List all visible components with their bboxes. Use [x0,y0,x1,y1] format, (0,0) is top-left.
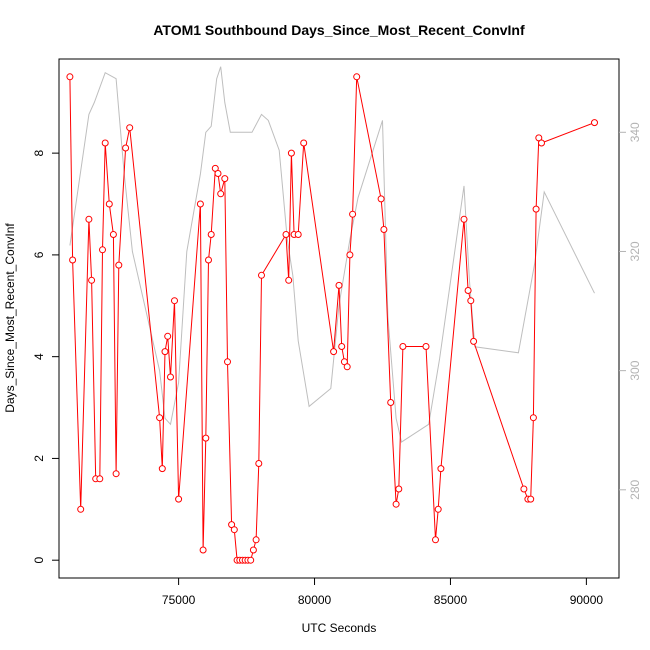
data-point [217,190,225,198]
data-point [399,343,407,350]
x-axis-label: UTC Seconds [302,621,377,635]
data-point [101,139,109,147]
data-point [300,139,308,147]
data-point [470,337,478,345]
data-point [69,256,77,264]
data-point [252,536,260,544]
data-point [338,343,346,350]
data-point [109,231,117,238]
data-point [214,170,222,177]
data-point [122,144,130,152]
data-point [249,546,257,554]
data-point [66,73,74,81]
data-point [205,256,212,264]
data-point [392,500,400,508]
data-point [96,475,104,483]
data-point [112,470,120,478]
data-point [161,348,169,356]
x-axis: 75000 80000 85000 90000 [162,578,603,607]
data-point [202,434,210,442]
x-tick-label: 85000 [434,593,468,607]
y2-tick-label: 300 [628,360,642,380]
data-point [85,215,93,223]
data-point [335,281,343,289]
data-point [126,124,134,132]
data-point [258,271,265,279]
y-tick-label: 2 [32,455,46,462]
primary-series-layer [66,73,598,564]
data-point [282,231,290,238]
data-point [294,231,302,238]
x-tick-label: 75000 [162,593,196,607]
secondary-series-line [69,66,595,443]
data-point [285,276,293,284]
data-point [115,261,123,269]
data-point [224,358,231,366]
data-point [538,139,545,147]
y-tick-label: 8 [32,149,46,156]
data-point [330,348,338,356]
data-point [460,215,468,223]
y-axis-right: 280 300 320 340 [619,122,642,500]
data-point [247,556,255,564]
y2-tick-label: 340 [628,122,642,142]
data-point [164,332,172,340]
data-point [105,200,113,208]
data-point [353,73,361,81]
data-point [221,175,229,183]
data-point [175,495,183,503]
data-point [346,251,354,259]
data-point [343,363,351,371]
data-point [158,465,166,473]
data-point [467,297,475,305]
y-axis-label: Days_Since_Most_Recent_ConvInf [3,223,17,413]
data-point [434,505,442,513]
x-tick-label: 90000 [570,593,604,607]
data-point [230,526,238,534]
data-point [591,119,598,127]
data-point [532,205,540,213]
chart-title: ATOM1 Southbound Days_Since_Most_Recent_… [153,22,525,38]
data-point [520,485,528,493]
data-point [437,465,445,473]
data-point [287,149,295,157]
data-point [196,200,204,208]
y-tick-label: 4 [32,353,46,360]
data-point [77,505,85,513]
plot-frame [58,58,620,579]
y-tick-label: 0 [32,557,46,564]
plot-border [58,58,620,579]
primary-series-line [69,76,595,561]
y-axis-left: 0 2 4 6 8 [32,149,59,564]
y2-tick-label: 280 [628,479,642,499]
data-point [349,210,357,218]
data-point [199,546,207,554]
data-point [377,195,385,203]
data-point [255,460,263,467]
data-point [395,485,403,493]
data-point [207,231,215,238]
y2-tick-label: 320 [628,241,642,261]
data-point [167,373,174,381]
data-point [529,414,537,422]
data-point [464,287,472,294]
data-point [432,536,439,544]
data-point [387,399,395,406]
data-point [422,343,430,350]
secondary-series-layer [69,66,595,443]
data-point [156,414,164,422]
data-point [380,226,388,233]
data-point [527,495,535,503]
data-point [88,276,96,284]
y-tick-label: 6 [32,251,46,258]
data-point [99,246,106,254]
data-point [171,297,178,305]
x-tick-label: 80000 [298,593,332,607]
